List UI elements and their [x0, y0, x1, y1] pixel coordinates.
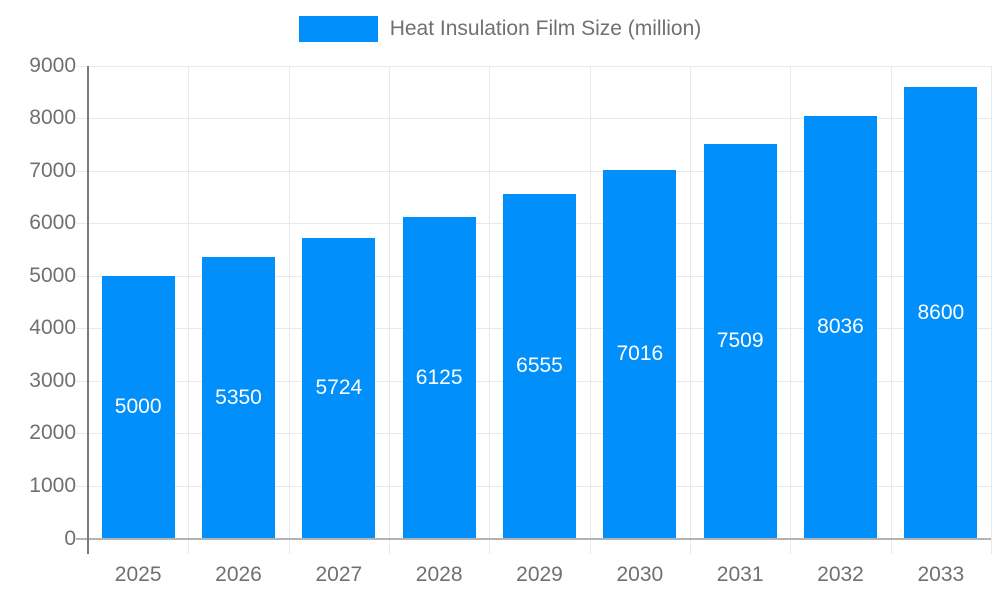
x-axis-label: 2032	[817, 563, 864, 586]
y-gridline	[76, 118, 991, 120]
bar[interactable]	[703, 143, 777, 539]
x-gridline	[991, 65, 992, 554]
x-axis-label: 2029	[516, 563, 563, 586]
bar[interactable]	[302, 237, 376, 539]
y-axis-tick-label: 3000	[29, 368, 76, 392]
legend[interactable]: Heat Insulation Film Size (million)	[0, 16, 1000, 42]
x-axis-label: 2027	[315, 563, 363, 586]
y-axis-line	[87, 65, 89, 554]
x-axis-label: 2031	[716, 563, 764, 586]
legend-label: Heat Insulation Film Size (million)	[389, 17, 702, 40]
bar[interactable]	[904, 86, 978, 539]
y-axis-tick-label: 9000	[29, 53, 76, 77]
x-gridline	[288, 65, 290, 554]
x-gridline	[389, 65, 390, 554]
y-axis-tick-label: 6000	[29, 211, 76, 235]
y-gridline	[76, 170, 991, 172]
y-axis-tick-label: 1000	[29, 473, 76, 497]
x-gridline	[188, 65, 190, 554]
y-axis-tick-label: 5000	[29, 263, 76, 287]
x-gridline	[790, 65, 792, 554]
bar[interactable]	[603, 169, 677, 539]
bar[interactable]	[503, 193, 576, 539]
bar[interactable]	[402, 216, 476, 539]
x-axis-baseline	[76, 537, 991, 540]
x-axis-label: 2025	[114, 563, 162, 586]
y-axis-tick-label: 7000	[29, 158, 76, 182]
y-axis-tick-label: 4000	[29, 316, 76, 340]
x-axis-label: 2033	[917, 563, 965, 586]
y-axis-tick-label: 2000	[29, 421, 76, 445]
bar[interactable]	[101, 275, 175, 539]
bar[interactable]	[804, 116, 877, 539]
x-gridline	[890, 65, 892, 554]
y-axis-tick-label: 8000	[29, 106, 76, 130]
bar[interactable]	[202, 257, 275, 539]
x-axis-label: 2026	[215, 563, 262, 586]
x-axis-label: 2028	[415, 563, 463, 586]
x-axis-label: 2030	[616, 563, 664, 586]
x-gridline	[489, 65, 491, 554]
y-gridline	[76, 65, 991, 67]
y-axis-tick-label: 0	[64, 526, 76, 550]
x-gridline	[690, 65, 691, 554]
legend-swatch	[298, 16, 378, 42]
x-gridline	[589, 65, 591, 554]
